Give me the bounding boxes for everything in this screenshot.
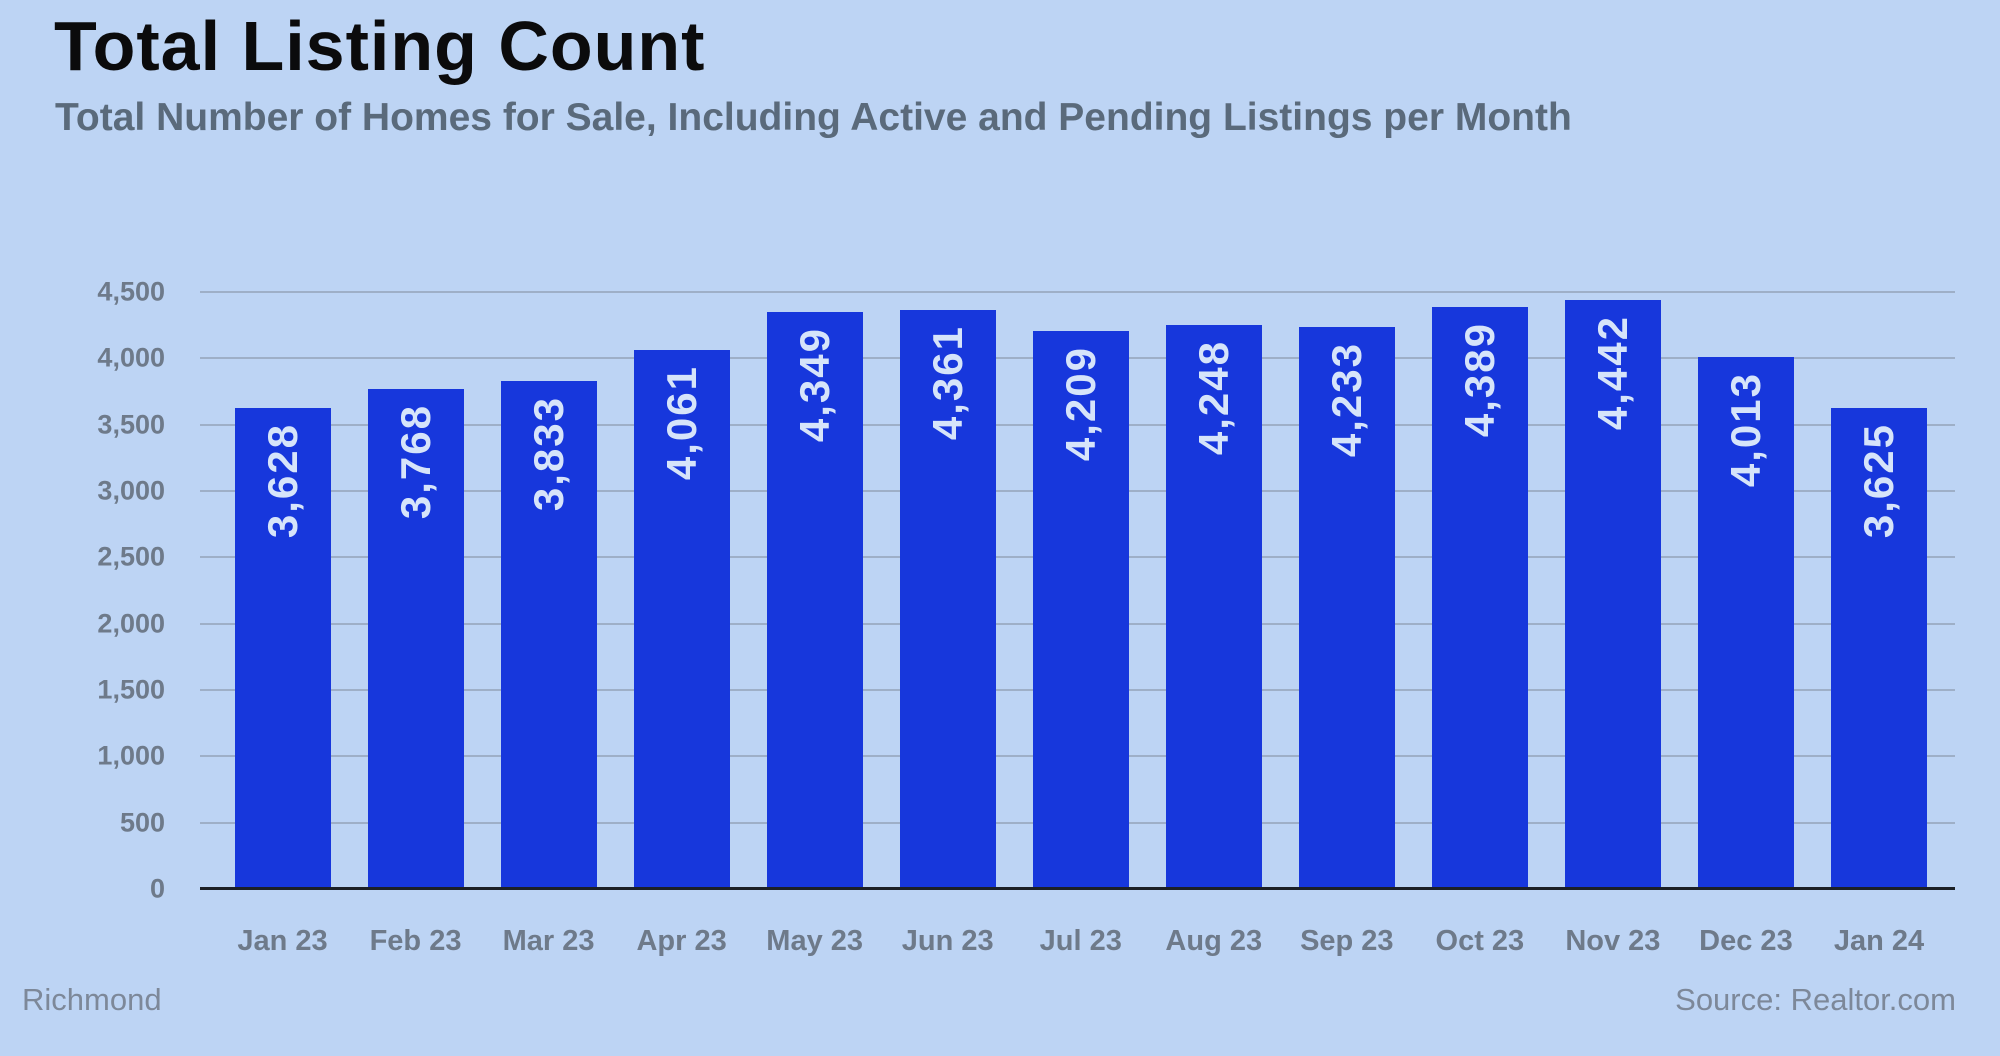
source-label: Source: Realtor.com	[1675, 982, 1956, 1017]
x-tick-label: Jul 23	[1039, 925, 1122, 957]
x-tick-label: Jan 23	[237, 925, 328, 957]
x-tick-label: Jan 24	[1833, 925, 1925, 957]
bar-jun-23: 4,361	[899, 310, 996, 889]
bar-value-label: 3,628	[258, 422, 306, 538]
bar-mar-23: 3,833	[500, 380, 597, 889]
x-tick-label: Dec 23	[1699, 925, 1793, 957]
bar-aug-23: 4,248	[1165, 325, 1262, 889]
bar-value-label: 3,768	[391, 404, 439, 520]
y-tick-label: 2,500	[97, 541, 165, 572]
bar-value-label: 3,833	[524, 395, 572, 511]
y-tick-label: 3,000	[97, 475, 165, 506]
bar-value-label: 4,248	[1189, 340, 1237, 456]
bar-jan-23: 3,628	[234, 407, 331, 889]
bar-value-label: 4,361	[923, 325, 971, 441]
x-tick-label: Aug 23	[1165, 925, 1263, 957]
x-tick-label: Jun 23	[901, 925, 994, 957]
region-label: Richmond	[22, 982, 162, 1017]
bar-value-label: 4,209	[1056, 345, 1104, 461]
bar-nov-23: 4,442	[1564, 299, 1661, 889]
bar-oct-23: 4,389	[1431, 306, 1528, 889]
y-tick-label: 4,000	[97, 342, 165, 373]
bar-dec-23: 4,013	[1697, 356, 1794, 889]
y-tick-label: 0	[149, 873, 165, 904]
bar-value-label: 4,233	[1322, 342, 1370, 458]
x-tick-label: Mar 23	[502, 925, 595, 957]
y-tick-label: 1,000	[97, 740, 165, 771]
bar-value-label: 4,442	[1588, 314, 1636, 430]
y-tick-label: 2,000	[97, 608, 165, 639]
x-axis-line	[200, 887, 1955, 890]
bar-value-label: 4,013	[1721, 371, 1769, 487]
x-tick-label: Feb 23	[369, 925, 462, 957]
y-tick-label: 500	[119, 807, 165, 838]
bar-value-label: 4,389	[1455, 321, 1503, 437]
gridline	[200, 291, 1955, 293]
y-tick-label: 4,500	[97, 276, 165, 307]
x-tick-label: Nov 23	[1565, 925, 1661, 957]
bar-value-label: 4,061	[657, 365, 705, 481]
x-tick-label: Sep 23	[1300, 925, 1394, 957]
bar-feb-23: 3,768	[367, 389, 464, 889]
x-tick-label: Oct 23	[1435, 925, 1525, 957]
bar-value-label: 3,625	[1854, 423, 1902, 539]
bar-apr-23: 4,061	[633, 350, 730, 889]
bar-value-label: 4,349	[790, 327, 838, 443]
chart-title: Total Listing Count	[54, 7, 706, 85]
bar-sep-23: 4,233	[1298, 327, 1395, 889]
chart-subtitle: Total Number of Homes for Sale, Includin…	[55, 96, 1572, 139]
x-tick-label: Apr 23	[636, 925, 727, 957]
bar-jan-24: 3,625	[1830, 408, 1927, 889]
y-tick-label: 1,500	[97, 674, 165, 705]
plot-area: 3,628 3,768 3,833 4,061 4,349 4,361 4,209 4,248…	[200, 291, 1955, 890]
y-tick-label: 3,500	[97, 409, 165, 440]
bar-jul-23: 4,209	[1032, 330, 1129, 889]
x-tick-label: May 23	[766, 925, 864, 957]
bar-may-23: 4,349	[766, 312, 863, 889]
